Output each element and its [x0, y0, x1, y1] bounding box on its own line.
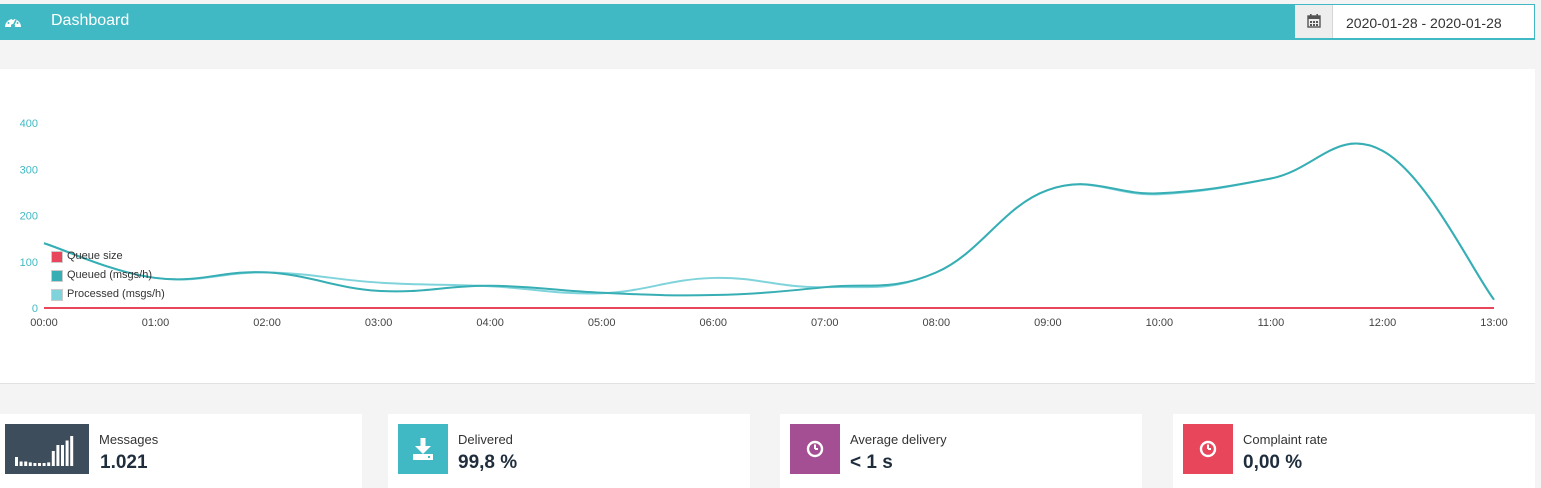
x-tick-label: 05:00	[588, 317, 616, 329]
x-tick-label: 13:00	[1480, 317, 1508, 329]
x-tick-label: 00:00	[30, 317, 58, 329]
x-tick-label: 11:00	[1258, 317, 1285, 329]
x-tick-label: 02:00	[253, 317, 281, 329]
stat-card-delivered: Delivered 99,8 %	[388, 414, 750, 488]
mini-bar	[15, 457, 18, 466]
icon-background	[5, 424, 89, 474]
x-tick-label: 12:00	[1369, 317, 1397, 329]
stat-value: < 1 s	[850, 452, 893, 473]
mini-bar	[61, 445, 64, 466]
y-tick-label: 300	[20, 164, 38, 176]
stat-card-messages: Messages 1.021	[0, 414, 362, 488]
y-tick-label: 100	[20, 257, 38, 269]
bar-chart-icon	[5, 424, 89, 474]
message-chart: 0 100 200 300 400 00:00 01:00 02:00 03:00 04:00 0…	[20, 118, 1508, 329]
mini-bar	[47, 462, 51, 466]
mini-bar	[65, 440, 69, 466]
mini-bar	[24, 461, 28, 466]
stat-label: Complaint rate	[1243, 432, 1328, 447]
stat-card-complaint-rate: Complaint rate 0,00 %	[1173, 414, 1535, 488]
page-title: Dashboard	[51, 12, 130, 29]
download-icon	[398, 424, 448, 474]
legend-swatch	[51, 270, 63, 282]
dashboard-icon	[5, 18, 21, 28]
stat-value: 1.021	[100, 452, 148, 473]
series-line	[43, 142, 1495, 301]
date-range-picker[interactable]: 2020-01-28 - 2020-01-28	[1294, 4, 1535, 39]
chart-panel: 0 100 200 300 400 00:00 01:00 02:00 03:00 04:00 0…	[0, 69, 1535, 384]
y-tick-label: 400	[20, 118, 38, 130]
stat-icon-box	[398, 424, 448, 474]
x-tick-label: 03:00	[365, 317, 393, 329]
x-tick-label: 04:00	[476, 317, 504, 329]
legend-label: Processed (msgs/h)	[67, 288, 165, 300]
mini-bar	[33, 463, 37, 466]
mini-bar	[56, 445, 60, 466]
stat-card-average-delivery: Average delivery < 1 s	[780, 414, 1142, 488]
x-tick-label: 10:00	[1146, 317, 1174, 329]
y-tick-label: 200	[20, 211, 38, 223]
legend-label: Queue size	[67, 250, 123, 262]
mini-bar	[42, 463, 46, 466]
stat-label: Messages	[99, 432, 159, 447]
calendar-button[interactable]	[1295, 5, 1333, 38]
stat-icon-box	[1183, 424, 1233, 474]
clock-icon	[790, 424, 840, 474]
x-tick-label: 06:00	[699, 317, 727, 329]
stat-label: Average delivery	[850, 432, 947, 447]
calendar-icon	[1307, 14, 1321, 28]
clock-icon	[1183, 424, 1233, 474]
stat-value: 0,00 %	[1243, 452, 1303, 473]
mini-bar	[19, 461, 23, 466]
legend-swatch	[51, 251, 63, 263]
series-line	[43, 142, 1495, 301]
x-tick-label: 07:00	[811, 317, 839, 329]
x-tick-label: 01:00	[142, 317, 170, 329]
legend-label: Queued (msgs/h)	[67, 269, 152, 281]
x-tick-label: 09:00	[1034, 317, 1062, 329]
mini-bar	[51, 451, 55, 466]
date-range-value[interactable]: 2020-01-28 - 2020-01-28	[1346, 15, 1502, 31]
header-bar: Dashboard	[0, 4, 1535, 40]
mini-bar	[70, 436, 74, 466]
x-tick-label: 08:00	[923, 317, 951, 329]
stat-value: 99,8 %	[458, 452, 518, 473]
y-tick-label: 0	[32, 303, 38, 315]
mini-bar	[38, 463, 41, 466]
stat-label: Delivered	[458, 432, 513, 447]
stat-icon-box	[5, 424, 89, 474]
legend-swatch	[51, 289, 63, 301]
mini-bar	[28, 462, 32, 466]
stat-icon-box	[790, 424, 840, 474]
